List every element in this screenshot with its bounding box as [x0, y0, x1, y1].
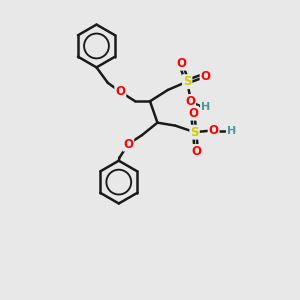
Text: S: S — [190, 126, 199, 139]
Text: H: H — [201, 102, 210, 112]
Text: O: O — [201, 70, 211, 83]
Text: O: O — [115, 85, 125, 98]
Text: O: O — [123, 138, 133, 151]
Text: O: O — [185, 95, 195, 108]
Text: O: O — [177, 57, 187, 70]
Text: H: H — [227, 126, 236, 136]
Text: O: O — [208, 124, 219, 137]
Text: S: S — [183, 75, 191, 88]
Text: O: O — [188, 106, 198, 120]
Text: O: O — [191, 145, 201, 158]
